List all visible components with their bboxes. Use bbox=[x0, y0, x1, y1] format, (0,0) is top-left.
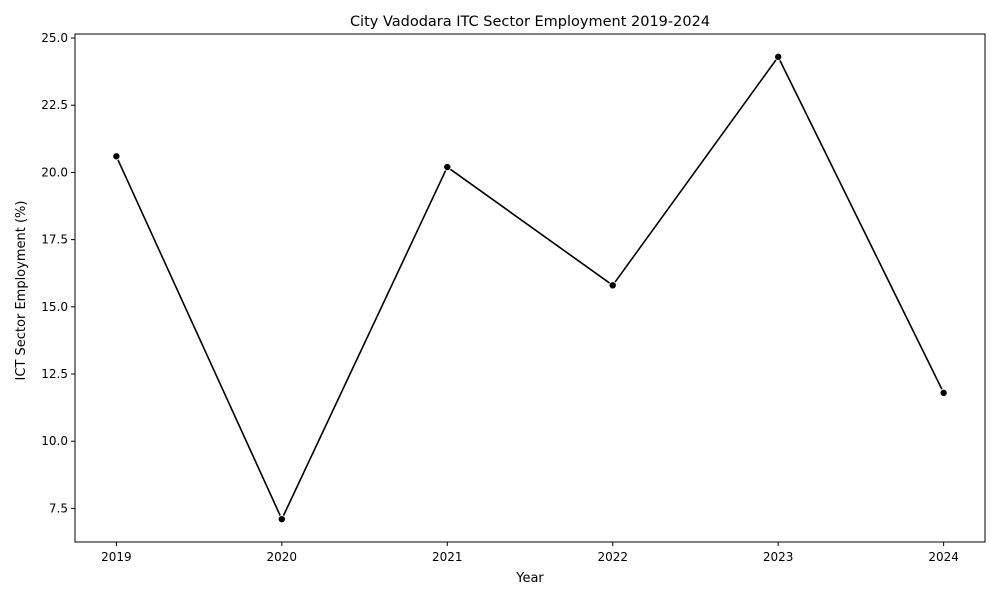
y-tick-label: 15.0 bbox=[41, 300, 68, 314]
plot-frame bbox=[74, 33, 986, 543]
series-line bbox=[115, 56, 945, 520]
data-point bbox=[443, 163, 452, 172]
x-tick-label: 2019 bbox=[101, 550, 132, 564]
data-point bbox=[608, 281, 617, 290]
data-point bbox=[939, 388, 948, 397]
x-tick-label: 2020 bbox=[267, 550, 298, 564]
x-tick-label: 2022 bbox=[597, 550, 628, 564]
y-tick-label: 12.5 bbox=[41, 367, 68, 381]
x-tick-label: 2023 bbox=[763, 550, 794, 564]
chart-title: City Vadodara ITC Sector Employment 2019… bbox=[350, 14, 710, 30]
y-tick-label: 10.0 bbox=[41, 434, 68, 448]
series-layer bbox=[112, 52, 948, 524]
y-tick-label: 25.0 bbox=[41, 31, 68, 45]
x-axis-label: Year bbox=[515, 571, 544, 586]
x-tick-label: 2021 bbox=[432, 550, 463, 564]
data-point bbox=[112, 152, 121, 161]
x-tick-label: 2024 bbox=[928, 550, 959, 564]
data-point bbox=[277, 515, 286, 524]
y-tick-label: 7.5 bbox=[49, 501, 68, 515]
y-axis-ticks: 7.5 10.0 12.5 15.0 17.5 20.0 22.5 25.0 bbox=[41, 31, 75, 515]
y-tick-label: 17.5 bbox=[41, 233, 68, 247]
x-axis-ticks: 2019 2020 2021 2022 2023 2024 bbox=[101, 542, 959, 564]
y-tick-label: 22.5 bbox=[41, 98, 68, 112]
y-tick-label: 20.0 bbox=[41, 165, 68, 179]
data-point bbox=[774, 52, 783, 61]
y-axis-label: ICT Sector Employment (%) bbox=[14, 201, 29, 381]
